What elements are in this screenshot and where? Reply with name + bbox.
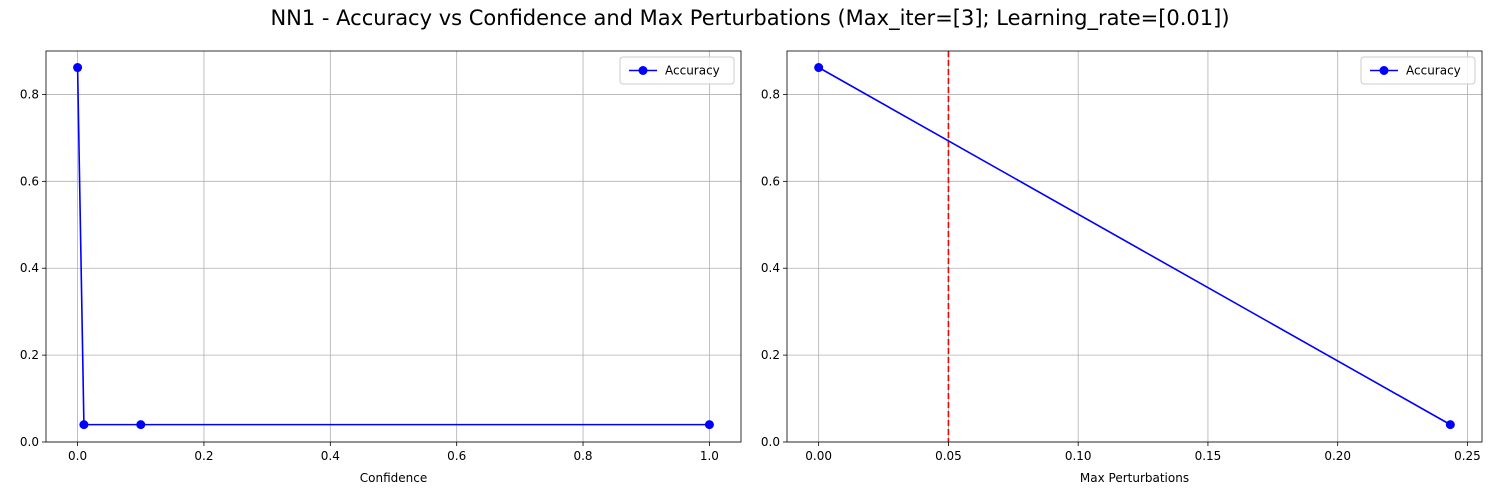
x-tick-label: 0.6 [447, 449, 466, 463]
x-tick-label: 0.15 [1195, 449, 1222, 463]
legend-label: Accuracy [1406, 64, 1461, 78]
legend-box [619, 56, 735, 85]
data-point [136, 420, 146, 430]
y-tick-label: 0.2 [20, 348, 39, 362]
y-tick-label: 0.0 [761, 435, 780, 449]
y-tick-label: 0.4 [761, 261, 780, 275]
data-point [1445, 420, 1455, 430]
y-tick-label: 0.0 [20, 435, 39, 449]
legend-label: Accuracy [665, 64, 720, 78]
axes-2: 0.00 0.05 0.10 0.15 0.20 0.25 0.0 0.2 0.4 0.6 0.8 M… [761, 50, 1483, 485]
y-tick-label: 0.8 [761, 87, 780, 101]
axes-frame [786, 50, 1483, 443]
x-tick-label: 0.00 [805, 449, 832, 463]
x-tick-label: 1.0 [700, 449, 719, 463]
y-tick-label: 0.4 [20, 261, 39, 275]
legend: Accuracy [1360, 56, 1476, 85]
x-tick-label: 0.8 [573, 449, 592, 463]
legend: Accuracy [619, 56, 735, 85]
x-tick-label: 0.4 [321, 449, 340, 463]
figure-title: NN1 - Accuracy vs Confidence and Max Per… [270, 6, 1230, 30]
axes-1: 0.0 0.2 0.4 0.6 0.8 1.0 0.0 0.2 0.4 0.6 0.8 Confide… [20, 50, 742, 485]
x-tick-label: 0.2 [194, 449, 213, 463]
x-axis-label: Max Perturbations [1080, 471, 1189, 485]
x-tick-label: 0.0 [68, 449, 87, 463]
x-tick-label: 0.25 [1454, 449, 1481, 463]
data-point [73, 63, 83, 73]
data-point [814, 63, 824, 73]
x-tick-label: 0.10 [1065, 449, 1092, 463]
x-axis-label: Confidence [360, 471, 427, 485]
series-line-accuracy [818, 66, 1451, 426]
y-tick-label: 0.2 [761, 348, 780, 362]
data-point [704, 420, 714, 430]
y-tick-label: 0.6 [761, 174, 780, 188]
y-tick-label: 0.6 [20, 174, 39, 188]
axes-frame [45, 50, 742, 443]
legend-box [1360, 56, 1476, 85]
legend-marker [638, 66, 648, 75]
y-tick-label: 0.8 [20, 87, 39, 101]
data-point [79, 420, 89, 430]
x-tick-label: 0.20 [1324, 449, 1351, 463]
x-tick-label: 0.05 [935, 449, 962, 463]
series-line-accuracy [76, 67, 710, 426]
legend-marker [1379, 66, 1389, 75]
